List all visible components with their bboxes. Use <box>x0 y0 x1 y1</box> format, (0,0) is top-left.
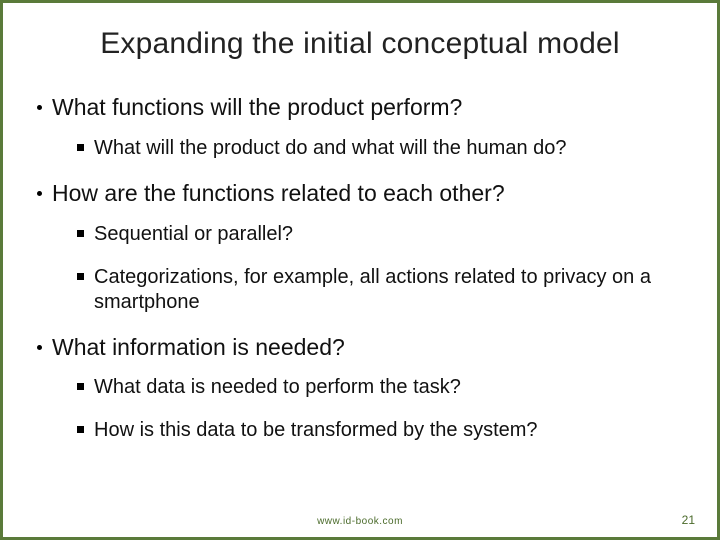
bullet-dot-icon <box>37 105 42 110</box>
slide-title: Expanding the initial conceptual model <box>33 27 687 61</box>
footer-url: www.id-book.com <box>3 516 717 527</box>
sub-bullet-text: What data is needed to perform the task? <box>94 375 461 400</box>
bullet-dot-icon <box>37 191 42 196</box>
sub-bullet-text: Sequential or parallel? <box>94 222 293 247</box>
list-item: Categorizations, for example, all action… <box>77 265 687 315</box>
sub-bullet-text: How is this data to be transformed by th… <box>94 418 538 443</box>
bullet-dot-icon <box>37 345 42 350</box>
list-item: Sequential or parallel? <box>77 222 687 247</box>
list-item: How are the functions related to each ot… <box>37 179 687 315</box>
bullet-square-icon <box>77 230 84 237</box>
bullet-text: How are the functions related to each ot… <box>52 179 505 208</box>
slide: Expanding the initial conceptual model W… <box>0 0 720 540</box>
list-item: What information is needed? What data is… <box>37 333 687 444</box>
bullet-square-icon <box>77 144 84 151</box>
list-item: How is this data to be transformed by th… <box>77 418 687 443</box>
bullet-text: What information is needed? <box>52 333 345 362</box>
sub-list: Sequential or parallel? Categorizations,… <box>37 222 687 315</box>
bullet-text: What functions will the product perform? <box>52 93 462 122</box>
sub-list: What data is needed to perform the task?… <box>37 375 687 443</box>
bullet-square-icon <box>77 426 84 433</box>
list-item: What functions will the product perform?… <box>37 93 687 161</box>
list-item: What will the product do and what will t… <box>77 136 687 161</box>
bullet-list: What functions will the product perform?… <box>33 93 687 443</box>
sub-bullet-text: Categorizations, for example, all action… <box>94 265 687 315</box>
sub-bullet-text: What will the product do and what will t… <box>94 136 567 161</box>
page-number: 21 <box>682 513 695 527</box>
sub-list: What will the product do and what will t… <box>37 136 687 161</box>
list-item: What data is needed to perform the task? <box>77 375 687 400</box>
bullet-square-icon <box>77 273 84 280</box>
bullet-square-icon <box>77 383 84 390</box>
